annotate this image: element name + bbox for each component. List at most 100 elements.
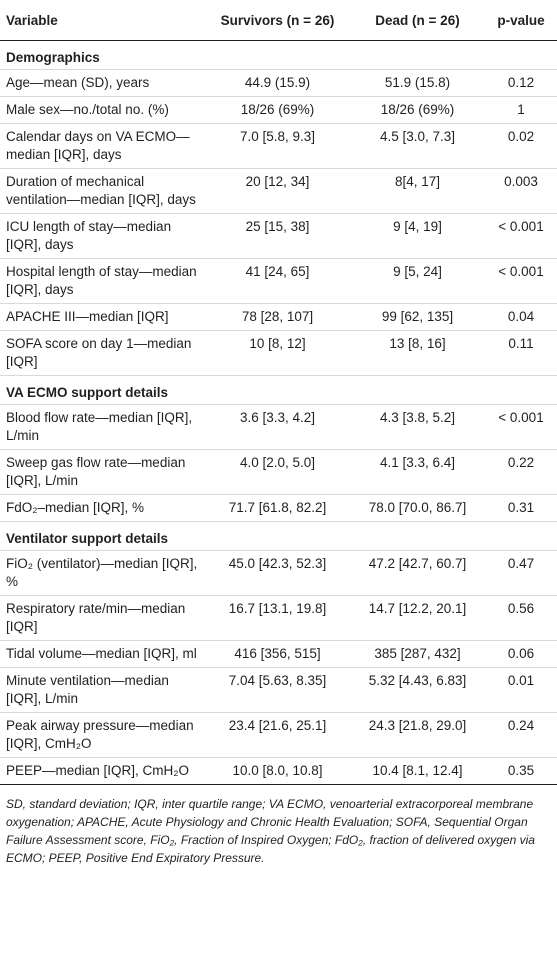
value-cell: 99 [62, 135]: [350, 303, 485, 331]
data-row: Male sex—no./total no. (%) 18/26 (69%) 18/…: [0, 96, 557, 124]
value-cell: 23.4 [21.6, 25.1]: [205, 712, 350, 758]
value-cell: 0.56: [485, 595, 557, 641]
data-row: Respiratory rate/min—median [IQR] 16.7 [1…: [0, 595, 557, 641]
header-row: Variable Survivors (n = 26) Dead (n = 26…: [0, 0, 557, 41]
value-cell: 0.22: [485, 449, 557, 495]
value-cell: < 0.001: [485, 258, 557, 304]
value-cell: 45.0 [42.3, 52.3]: [205, 550, 350, 596]
value-cell: 14.7 [12.2, 20.1]: [350, 595, 485, 641]
value-cell: 0.47: [485, 550, 557, 596]
value-cell: 18/26 (69%): [205, 96, 350, 124]
value-cell: 9 [5, 24]: [350, 258, 485, 304]
value-cell: 7.0 [5.8, 9.3]: [205, 123, 350, 169]
value-cell: 0.24: [485, 712, 557, 758]
value-cell: 385 [287, 432]: [350, 640, 485, 668]
data-row: Duration of mechanical ventilation—media…: [0, 168, 557, 214]
value-cell: 13 [8, 16]: [350, 330, 485, 376]
data-row: Tidal volume—median [IQR], ml 416 [356, 5…: [0, 640, 557, 668]
value-cell: 3.6 [3.3, 4.2]: [205, 404, 350, 450]
section-title: Demographics: [0, 40, 557, 70]
value-cell: 0.31: [485, 494, 557, 522]
value-cell: < 0.001: [485, 404, 557, 450]
value-cell: 0.01: [485, 667, 557, 713]
value-cell: 25 [15, 38]: [205, 213, 350, 259]
data-row: Calendar days on VA ECMO—median [IQR], d…: [0, 123, 557, 169]
variable-cell: Duration of mechanical ventilation—media…: [0, 168, 205, 214]
variable-cell: Tidal volume—median [IQR], ml: [0, 640, 205, 668]
variable-cell: Calendar days on VA ECMO—median [IQR], d…: [0, 123, 205, 169]
value-cell: 0.35: [485, 757, 557, 785]
data-row: APACHE III—median [IQR] 78 [28, 107] 99 [6…: [0, 303, 557, 331]
header-cell: Variable: [0, 0, 205, 41]
value-cell: 41 [24, 65]: [205, 258, 350, 304]
value-cell: 0.12: [485, 69, 557, 97]
variable-cell: Respiratory rate/min—median [IQR]: [0, 595, 205, 641]
data-row: SOFA score on day 1—median [IQR] 10 [8, 1…: [0, 330, 557, 376]
variable-cell: APACHE III—median [IQR]: [0, 303, 205, 331]
value-cell: 0.003: [485, 168, 557, 214]
value-cell: 20 [12, 34]: [205, 168, 350, 214]
value-cell: 10 [8, 12]: [205, 330, 350, 376]
value-cell: 71.7 [61.8, 82.2]: [205, 494, 350, 522]
value-cell: 10.0 [8.0, 10.8]: [205, 757, 350, 785]
variable-cell: Sweep gas flow rate—median [IQR], L/min: [0, 449, 205, 495]
variable-cell: FdO₂–median [IQR], %: [0, 494, 205, 522]
value-cell: 44.9 (15.9): [205, 69, 350, 97]
section-title: Ventilator support details: [0, 521, 557, 551]
data-row: ICU length of stay—median [IQR], days 25 …: [0, 213, 557, 259]
data-table: Variable Survivors (n = 26) Dead (n = 26…: [0, 0, 557, 785]
variable-cell: Blood flow rate—median [IQR], L/min: [0, 404, 205, 450]
value-cell: 4.3 [3.8, 5.2]: [350, 404, 485, 450]
data-row: Minute ventilation—median [IQR], L/min 7.…: [0, 667, 557, 713]
variable-cell: Male sex—no./total no. (%): [0, 96, 205, 124]
section-title: VA ECMO support details: [0, 375, 557, 405]
value-cell: 7.04 [5.63, 8.35]: [205, 667, 350, 713]
variable-cell: PEEP—median [IQR], CmH₂O: [0, 757, 205, 785]
section-row: Demographics: [0, 40, 557, 70]
variable-cell: SOFA score on day 1—median [IQR]: [0, 330, 205, 376]
data-row: PEEP—median [IQR], CmH₂O 10.0 [8.0, 10.8]…: [0, 757, 557, 785]
value-cell: 4.5 [3.0, 7.3]: [350, 123, 485, 169]
data-row: Blood flow rate—median [IQR], L/min 3.6 […: [0, 404, 557, 450]
table-body: Demographics Age—mean (SD), years 44.9 (15…: [0, 40, 557, 785]
value-cell: 8[4, 17]: [350, 168, 485, 214]
data-row: Sweep gas flow rate—median [IQR], L/min 4…: [0, 449, 557, 495]
data-row: Age—mean (SD), years 44.9 (15.9) 51.9 (15.…: [0, 69, 557, 97]
data-row: FdO₂–median [IQR], % 71.7 [61.8, 82.2] 78.…: [0, 494, 557, 522]
value-cell: 0.11: [485, 330, 557, 376]
value-cell: 78 [28, 107]: [205, 303, 350, 331]
data-row: Peak airway pressure—median [IQR], CmH₂O…: [0, 712, 557, 758]
variable-cell: Peak airway pressure—median [IQR], CmH₂O: [0, 712, 205, 758]
value-cell: 24.3 [21.8, 29.0]: [350, 712, 485, 758]
variable-cell: FiO₂ (ventilator)—median [IQR], %: [0, 550, 205, 596]
value-cell: 9 [4, 19]: [350, 213, 485, 259]
value-cell: 0.06: [485, 640, 557, 668]
value-cell: 10.4 [8.1, 12.4]: [350, 757, 485, 785]
header-cell: p-value: [485, 0, 557, 41]
variable-cell: Hospital length of stay—median [IQR], da…: [0, 258, 205, 304]
value-cell: 0.02: [485, 123, 557, 169]
variable-cell: Minute ventilation—median [IQR], L/min: [0, 667, 205, 713]
footnote: SD, standard deviation; IQR, inter quart…: [6, 797, 535, 865]
value-cell: 78.0 [70.0, 86.7]: [350, 494, 485, 522]
value-cell: 4.0 [2.0, 5.0]: [205, 449, 350, 495]
value-cell: 4.1 [3.3, 6.4]: [350, 449, 485, 495]
value-cell: 18/26 (69%): [350, 96, 485, 124]
data-row: Hospital length of stay—median [IQR], da…: [0, 258, 557, 304]
value-cell: 1: [485, 96, 557, 124]
header-cell: Dead (n = 26): [350, 0, 485, 41]
section-row: VA ECMO support details: [0, 375, 557, 405]
value-cell: 416 [356, 515]: [205, 640, 350, 668]
value-cell: 51.9 (15.8): [350, 69, 485, 97]
value-cell: 47.2 [42.7, 60.7]: [350, 550, 485, 596]
value-cell: 0.04: [485, 303, 557, 331]
value-cell: 16.7 [13.1, 19.8]: [205, 595, 350, 641]
header-cell: Survivors (n = 26): [205, 0, 350, 41]
value-cell: < 0.001: [485, 213, 557, 259]
value-cell: 5.32 [4.43, 6.83]: [350, 667, 485, 713]
section-row: Ventilator support details: [0, 521, 557, 551]
variable-cell: Age—mean (SD), years: [0, 69, 205, 97]
data-row: FiO₂ (ventilator)—median [IQR], % 45.0 [4…: [0, 550, 557, 596]
variable-cell: ICU length of stay—median [IQR], days: [0, 213, 205, 259]
